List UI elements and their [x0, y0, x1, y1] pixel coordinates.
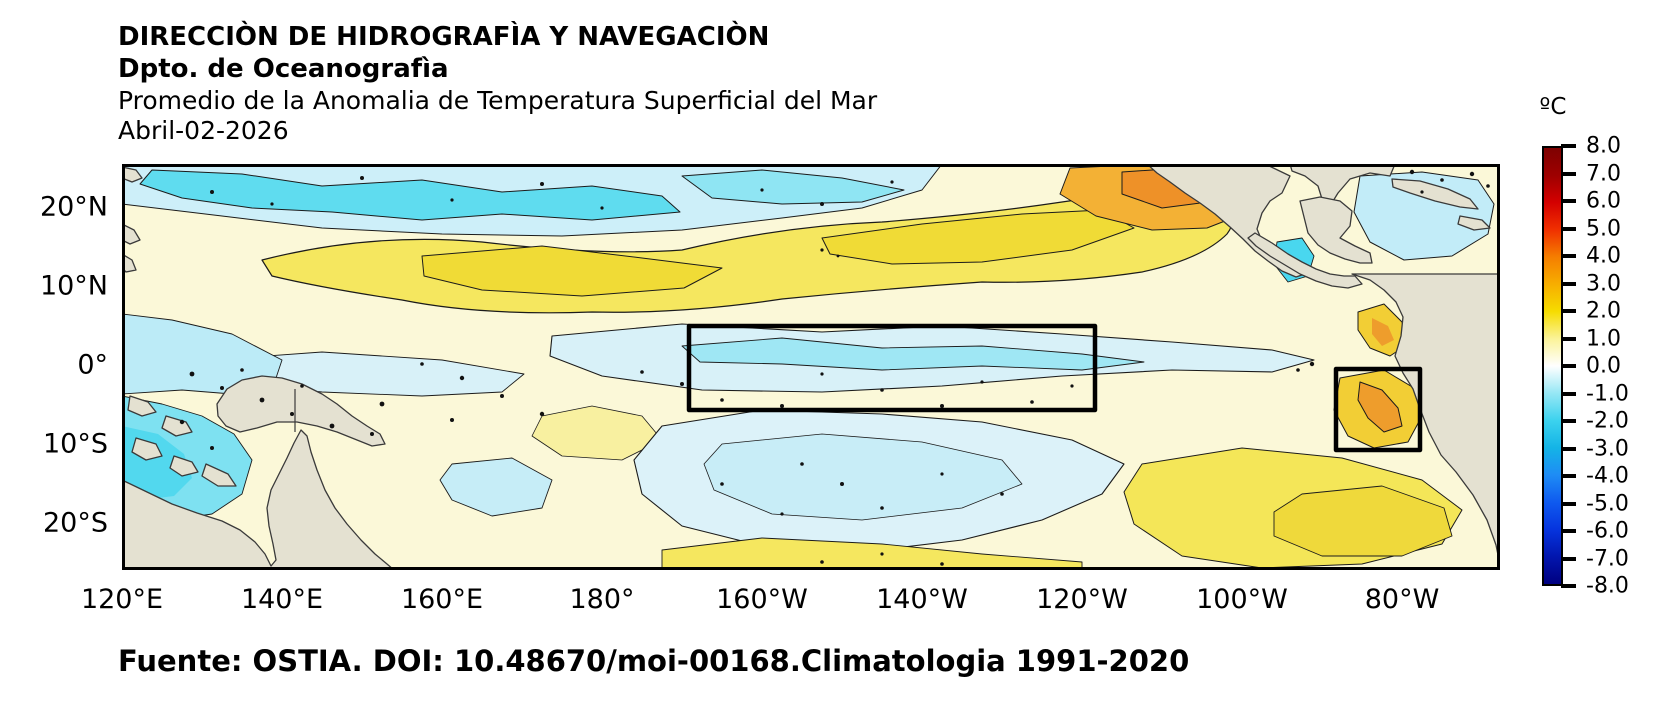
land-central-america	[1247, 232, 1363, 289]
colorbar-tick-label: -2.0	[1586, 408, 1629, 434]
colorbar-tick-label: -8.0	[1586, 573, 1629, 599]
lon-tick-label: 120°E	[80, 584, 164, 615]
colorbar-tick-mark	[1561, 446, 1576, 451]
colorbar-tick-mark	[1561, 556, 1576, 561]
colorbar-tick-mark	[1561, 419, 1576, 423]
lat-tick-label: 10°S	[43, 428, 108, 460]
lon-tick-label: 80°W	[1364, 584, 1440, 615]
colorbar-tick-mark	[1561, 501, 1576, 506]
colorbar-tick-label: 8.0	[1586, 133, 1621, 159]
title-date: Abril-02-2026	[118, 116, 289, 145]
peru-coastal-orange	[1357, 381, 1403, 433]
warm-core-central	[821, 209, 1135, 265]
colorbar-tick-mark	[1561, 364, 1576, 368]
colorbar-tick-mark	[1561, 391, 1576, 396]
title-department: Dpto. de Oceanografìa	[118, 54, 449, 84]
land-cuba	[1391, 178, 1479, 210]
lon-tick-label: 160°E	[400, 584, 484, 615]
colorbar-tick-label: 5.0	[1586, 216, 1621, 241]
colorbar-tick-label: -1.0	[1586, 381, 1629, 406]
land-hispaniola	[1457, 215, 1491, 231]
lon-tick-label: 120°W	[1036, 584, 1128, 615]
lon-tick-label: 140°W	[876, 584, 968, 615]
southeast-warm-core	[1273, 485, 1453, 557]
colorbar-tick-label: 1.0	[1586, 326, 1621, 351]
lon-tick-label: 180°	[569, 584, 635, 615]
colorbar-tick-mark	[1561, 171, 1576, 176]
bottom-warm-strip	[661, 537, 1083, 570]
colorbar-tick-label: -4.0	[1586, 463, 1629, 489]
land-new-guinea	[216, 375, 386, 447]
lon-tick-label: 160°W	[716, 584, 808, 615]
land-indonesia-islands	[127, 395, 237, 487]
equatorial-cool-core	[681, 337, 1145, 371]
land-australia	[122, 429, 395, 570]
colorbar-tick-mark	[1561, 254, 1576, 258]
colorbar-unit-label: ºC	[1539, 94, 1567, 120]
colorbar-tick-mark	[1561, 281, 1576, 286]
source-citation: Fuente: OSTIA. DOI: 10.48670/moi-00168.C…	[118, 644, 1190, 678]
coral-sea-cool	[439, 457, 553, 517]
colorbar-tick-mark	[1561, 584, 1576, 588]
nino34-region-box	[686, 323, 1098, 413]
lon-tick-label: 140°E	[240, 584, 324, 615]
lat-tick-label: 0°	[77, 349, 108, 381]
cool-band-north-east	[681, 169, 905, 205]
lat-tick-label: 20°N	[39, 191, 108, 223]
colorbar-tick-mark	[1561, 309, 1576, 313]
colorbar-tick-label: 0.0	[1586, 353, 1621, 379]
colorbar-tick-label: 3.0	[1586, 271, 1621, 296]
map-border	[122, 164, 1500, 570]
colorbar-tick-label: -5.0	[1586, 491, 1629, 516]
lon-tick-label: 100°W	[1196, 584, 1288, 615]
ecuador-coastal-orange	[1372, 318, 1394, 346]
cool-band-north-core	[139, 169, 681, 221]
land-yucatan	[1299, 196, 1373, 264]
warm-core-west	[421, 245, 723, 297]
colorbar-tick-mark	[1561, 336, 1576, 341]
lat-tick-label: 10°N	[39, 270, 108, 302]
nino12-region-box	[1333, 366, 1423, 453]
colorbar-tick-label: 2.0	[1586, 298, 1621, 324]
colorbar-tick-label: -3.0	[1586, 436, 1629, 461]
colorbar-tick-label: 4.0	[1586, 243, 1621, 269]
title-variable: Promedio de la Anomalia de Temperatura S…	[118, 86, 878, 115]
colorbar-tick-mark	[1561, 226, 1576, 231]
colorbar-tick-mark	[1561, 144, 1576, 148]
colorbar-tick-mark	[1561, 529, 1576, 533]
pacific-sst-anomaly-map	[122, 164, 1500, 570]
colorbar-tick-label: 6.0	[1586, 188, 1621, 214]
colorbar-tick-label: -7.0	[1586, 546, 1629, 571]
colorbar-tick-label: 7.0	[1586, 161, 1621, 186]
lat-tick-label: 20°S	[43, 507, 108, 539]
south-central-cool-core	[703, 433, 1023, 521]
colorbar-tick-mark	[1561, 474, 1576, 478]
colorbar-tick-label: -6.0	[1586, 518, 1629, 544]
map-plot	[122, 164, 1500, 570]
title-institution: DIRECCIÒN DE HIDROGRAFÌA Y NAVEGACIÒN	[118, 22, 770, 52]
island-specks	[179, 169, 1490, 566]
colorbar	[1542, 146, 1563, 586]
colorbar-tick-mark	[1561, 199, 1576, 203]
